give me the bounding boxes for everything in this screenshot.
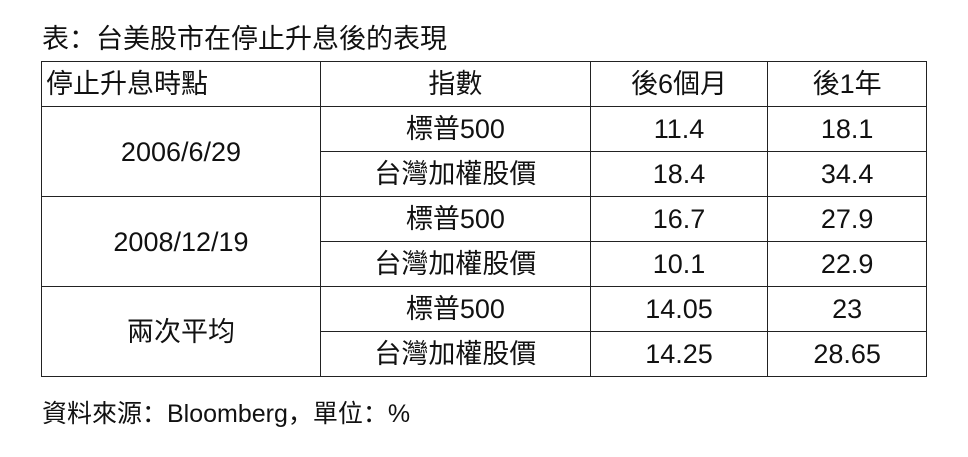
date-cell: 2008/12/19 xyxy=(41,196,321,287)
index-cell: 標普500 xyxy=(319,286,591,332)
six-months-cell: 18.4 xyxy=(589,151,769,197)
index-cell: 標普500 xyxy=(319,196,591,242)
date-cell: 2006/6/29 xyxy=(41,106,321,197)
table-row: 兩次平均 標普500 14.05 23 xyxy=(41,286,927,377)
table-row: 台灣加權股價 14.25 28.65 xyxy=(42,331,927,377)
one-year-cell: 28.65 xyxy=(767,331,927,377)
source-note: 資料來源：Bloomberg，單位：% xyxy=(42,400,411,428)
six-months-cell: 14.05 xyxy=(589,286,769,332)
table-row: 2006/6/29 標普500 11.4 18.1 xyxy=(41,106,927,197)
one-year-cell: 27.9 xyxy=(767,196,927,242)
index-cell: 台灣加權股價 xyxy=(319,241,591,287)
index-cell: 標普500 xyxy=(319,106,591,152)
six-months-cell: 11.4 xyxy=(589,106,769,152)
header-six-months: 後6個月 xyxy=(589,61,769,107)
one-year-cell: 34.4 xyxy=(767,151,927,197)
header-one-year: 後1年 xyxy=(767,61,927,107)
header-index: 指數 xyxy=(319,61,591,107)
returns-table: 停止升息時點 指數 後6個月 後1年 2006/6/29 標普500 11.4 … xyxy=(41,61,927,377)
six-months-cell: 10.1 xyxy=(589,241,769,287)
index-cell: 台灣加權股價 xyxy=(319,151,591,197)
header-date: 停止升息時點 xyxy=(41,61,321,107)
one-year-cell: 18.1 xyxy=(767,106,927,152)
date-cell: 兩次平均 xyxy=(41,286,321,377)
six-months-cell: 16.7 xyxy=(589,196,769,242)
table-row: 台灣加權股價 18.4 34.4 xyxy=(42,151,927,197)
table-row: 2008/12/19 標普500 16.7 27.9 xyxy=(41,196,927,287)
index-cell: 台灣加權股價 xyxy=(319,331,591,377)
table-title: 表：台美股市在停止升息後的表現 xyxy=(42,24,447,54)
six-months-cell: 14.25 xyxy=(589,331,769,377)
one-year-cell: 23 xyxy=(767,286,927,332)
one-year-cell: 22.9 xyxy=(767,241,927,287)
header-row: 停止升息時點 指數 後6個月 後1年 xyxy=(41,61,927,107)
